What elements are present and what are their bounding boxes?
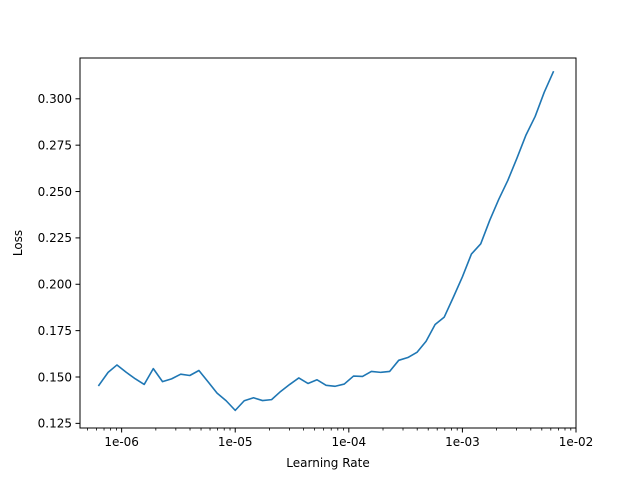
- y-tick-label: 0.175: [38, 324, 72, 338]
- x-tick-label: 1e-06: [104, 435, 139, 449]
- y-tick-label: 0.300: [38, 92, 72, 106]
- y-axis-ticks: 0.125 0.150 0.175 0.200 0.225 0.250 0.275 0.300: [38, 92, 80, 431]
- x-tick-label: 1e-02: [559, 435, 594, 449]
- x-tick-label: 1e-04: [332, 435, 367, 449]
- axes-frame: [79, 57, 577, 429]
- y-tick-label: 0.150: [38, 370, 72, 384]
- y-tick-label: 0.200: [38, 278, 72, 292]
- x-axis-label: Learning Rate: [286, 456, 369, 470]
- series-line: [97, 70, 555, 412]
- x-tick-label: 1e-05: [218, 435, 253, 449]
- y-tick-label: 0.250: [38, 185, 72, 199]
- y-axis-label: Loss: [11, 230, 25, 256]
- y-tick-label: 0.125: [38, 417, 72, 431]
- y-tick-label: 0.225: [38, 231, 72, 245]
- x-tick-label: 1e-03: [445, 435, 480, 449]
- y-tick-label: 0.275: [38, 138, 72, 152]
- x-axis-ticks: 1e-06 1e-05 1e-04 1e-03 1e-02: [87, 428, 593, 449]
- series-layer: [97, 70, 555, 412]
